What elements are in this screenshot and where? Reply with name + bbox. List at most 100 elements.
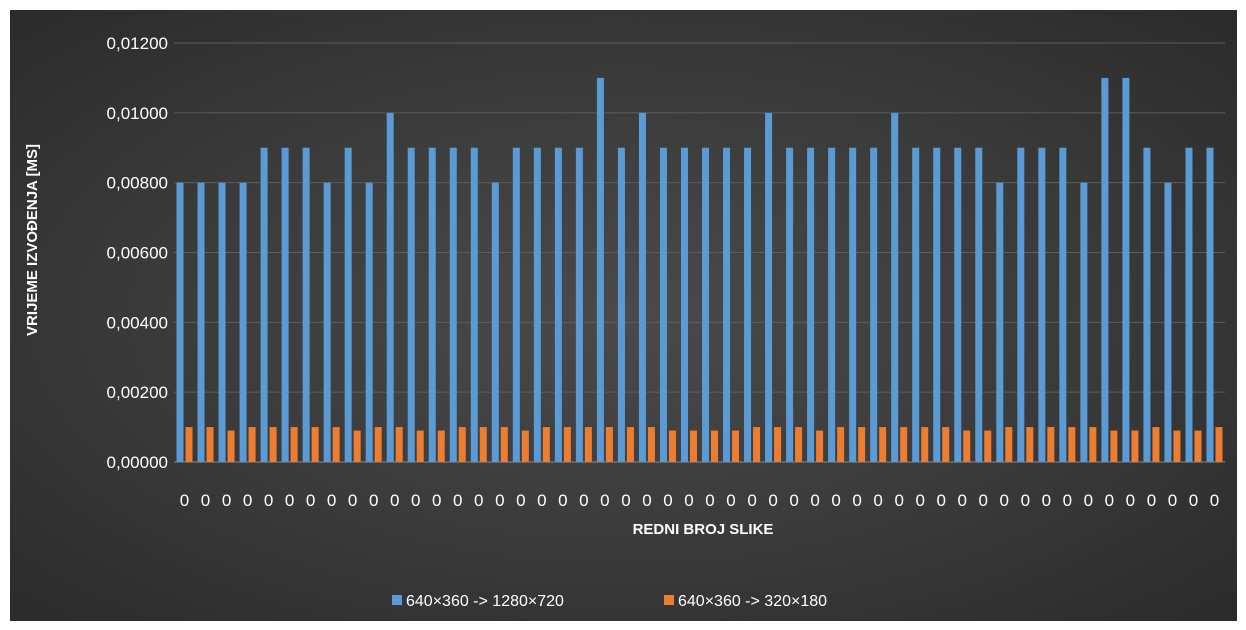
x-tick-label: 0 <box>558 491 567 510</box>
bar-series-1 <box>176 182 184 462</box>
x-tick-label: 0 <box>1105 491 1114 510</box>
x-tick-label: 0 <box>243 491 252 510</box>
x-tick-label: 0 <box>831 491 840 510</box>
bar-series-1 <box>1101 77 1109 463</box>
bar-series-2 <box>311 427 319 462</box>
bar-series-1 <box>659 147 667 462</box>
bar-series-2 <box>753 427 761 462</box>
x-tick-label: 0 <box>432 491 441 510</box>
bar-series-1 <box>849 147 857 462</box>
bar-series-1 <box>365 182 373 462</box>
bar-series-2 <box>584 427 592 462</box>
y-axis-title: VRIJEME IZVOĐENJA [MS] <box>24 144 41 336</box>
legend-label-series-1: 640×360 -> 1280×720 <box>406 593 564 610</box>
bar-series-1 <box>617 147 625 462</box>
bar-series-2 <box>353 430 361 462</box>
x-tick-label: 0 <box>201 491 210 510</box>
bar-series-2 <box>605 427 613 462</box>
bar-series-1 <box>1038 147 1046 462</box>
x-tick-label: 0 <box>873 491 882 510</box>
bar-series-2 <box>374 427 382 462</box>
legend-label-series-2: 640×360 -> 320×180 <box>678 593 827 610</box>
bar-series-1 <box>491 182 499 462</box>
bar-series-2 <box>1089 427 1097 462</box>
x-tick-label: 0 <box>768 491 777 510</box>
bar-series-1 <box>260 147 268 462</box>
bar-series-2 <box>942 427 950 462</box>
bar-series-1 <box>470 147 478 462</box>
legend-swatch-series-2 <box>664 595 674 605</box>
x-tick-label: 0 <box>180 491 189 510</box>
bar-series-2 <box>290 427 298 462</box>
bar-series-1 <box>870 147 878 462</box>
bar-series-1 <box>786 147 794 462</box>
bar-series-2 <box>711 430 719 462</box>
x-tick-label: 0 <box>958 491 967 510</box>
x-tick-label: 0 <box>348 491 357 510</box>
x-tick-label: 0 <box>1189 491 1198 510</box>
bar-series-1 <box>386 112 394 462</box>
bar-series-2 <box>984 430 992 462</box>
chart-area: 0,00000 0,00200 0,00400 0,00600 0,00800 0,010… <box>10 10 1237 621</box>
bar-series-2 <box>542 427 550 462</box>
bar-series-2 <box>689 430 697 462</box>
bar-series-2 <box>879 427 887 462</box>
bar-series-1 <box>1080 182 1088 462</box>
x-tick-label: 0 <box>1084 491 1093 510</box>
bar-series-2 <box>1110 430 1118 462</box>
y-axis-ticks: 0,00000 0,00200 0,00400 0,00600 0,00800 0,010… <box>107 34 168 472</box>
x-tick-label: 0 <box>1063 491 1072 510</box>
bar-series-2 <box>500 427 508 462</box>
x-tick-label: 0 <box>894 491 903 510</box>
bar-series-1 <box>933 147 941 462</box>
bar-series-2 <box>732 430 740 462</box>
bar-series-1 <box>765 112 773 462</box>
bar-series-2 <box>1194 430 1202 462</box>
gridlines <box>174 42 1225 463</box>
bar-series-1 <box>344 147 352 462</box>
bar-series-2 <box>1005 427 1013 462</box>
x-tick-label: 0 <box>495 491 504 510</box>
y-tick-label: 0,01000 <box>107 104 168 123</box>
legend: 640×360 -> 1280×720 640×360 -> 320×180 <box>392 593 827 610</box>
y-tick-label: 0,00800 <box>107 174 168 193</box>
bar-series-1 <box>912 147 920 462</box>
bar-series-2 <box>437 430 445 462</box>
bar-series-2 <box>416 430 424 462</box>
x-tick-label: 0 <box>1042 491 1051 510</box>
bar-series-2 <box>227 430 235 462</box>
bar-series-1 <box>891 112 899 462</box>
x-tick-label: 0 <box>453 491 462 510</box>
bar-series-1 <box>197 182 205 462</box>
bar-series-2 <box>206 427 214 462</box>
x-tick-label: 0 <box>621 491 630 510</box>
y-tick-label: 0,00000 <box>107 453 168 472</box>
bar-series-2 <box>1047 427 1055 462</box>
y-tick-label: 0,00200 <box>107 383 168 402</box>
x-tick-label: 0 <box>1021 491 1030 510</box>
x-tick-label: 0 <box>684 491 693 510</box>
x-tick-label: 0 <box>474 491 483 510</box>
x-tick-label: 0 <box>390 491 399 510</box>
x-tick-label: 0 <box>1168 491 1177 510</box>
x-tick-label: 0 <box>264 491 273 510</box>
bar-series-1 <box>407 147 415 462</box>
bar-series-2 <box>900 427 908 462</box>
x-tick-label: 0 <box>222 491 231 510</box>
bar-series-1 <box>975 147 983 462</box>
bar-series-2 <box>1026 427 1034 462</box>
bar-series-1 <box>1122 77 1130 463</box>
x-tick-label: 0 <box>1126 491 1135 510</box>
y-tick-label: 0,01200 <box>107 34 168 53</box>
bar-series-1 <box>680 147 688 462</box>
bar-series-1 <box>1017 147 1025 462</box>
bar-series-2 <box>1215 427 1223 462</box>
bar-series-2 <box>269 427 277 462</box>
bar-series-2 <box>921 427 929 462</box>
bar-series-1 <box>449 147 457 462</box>
bar-series-1 <box>218 182 226 462</box>
x-tick-label: 0 <box>369 491 378 510</box>
x-tick-label: 0 <box>600 491 609 510</box>
x-axis-title: REDNI BROJ SLIKE <box>633 521 774 538</box>
bar-series-1 <box>575 147 583 462</box>
